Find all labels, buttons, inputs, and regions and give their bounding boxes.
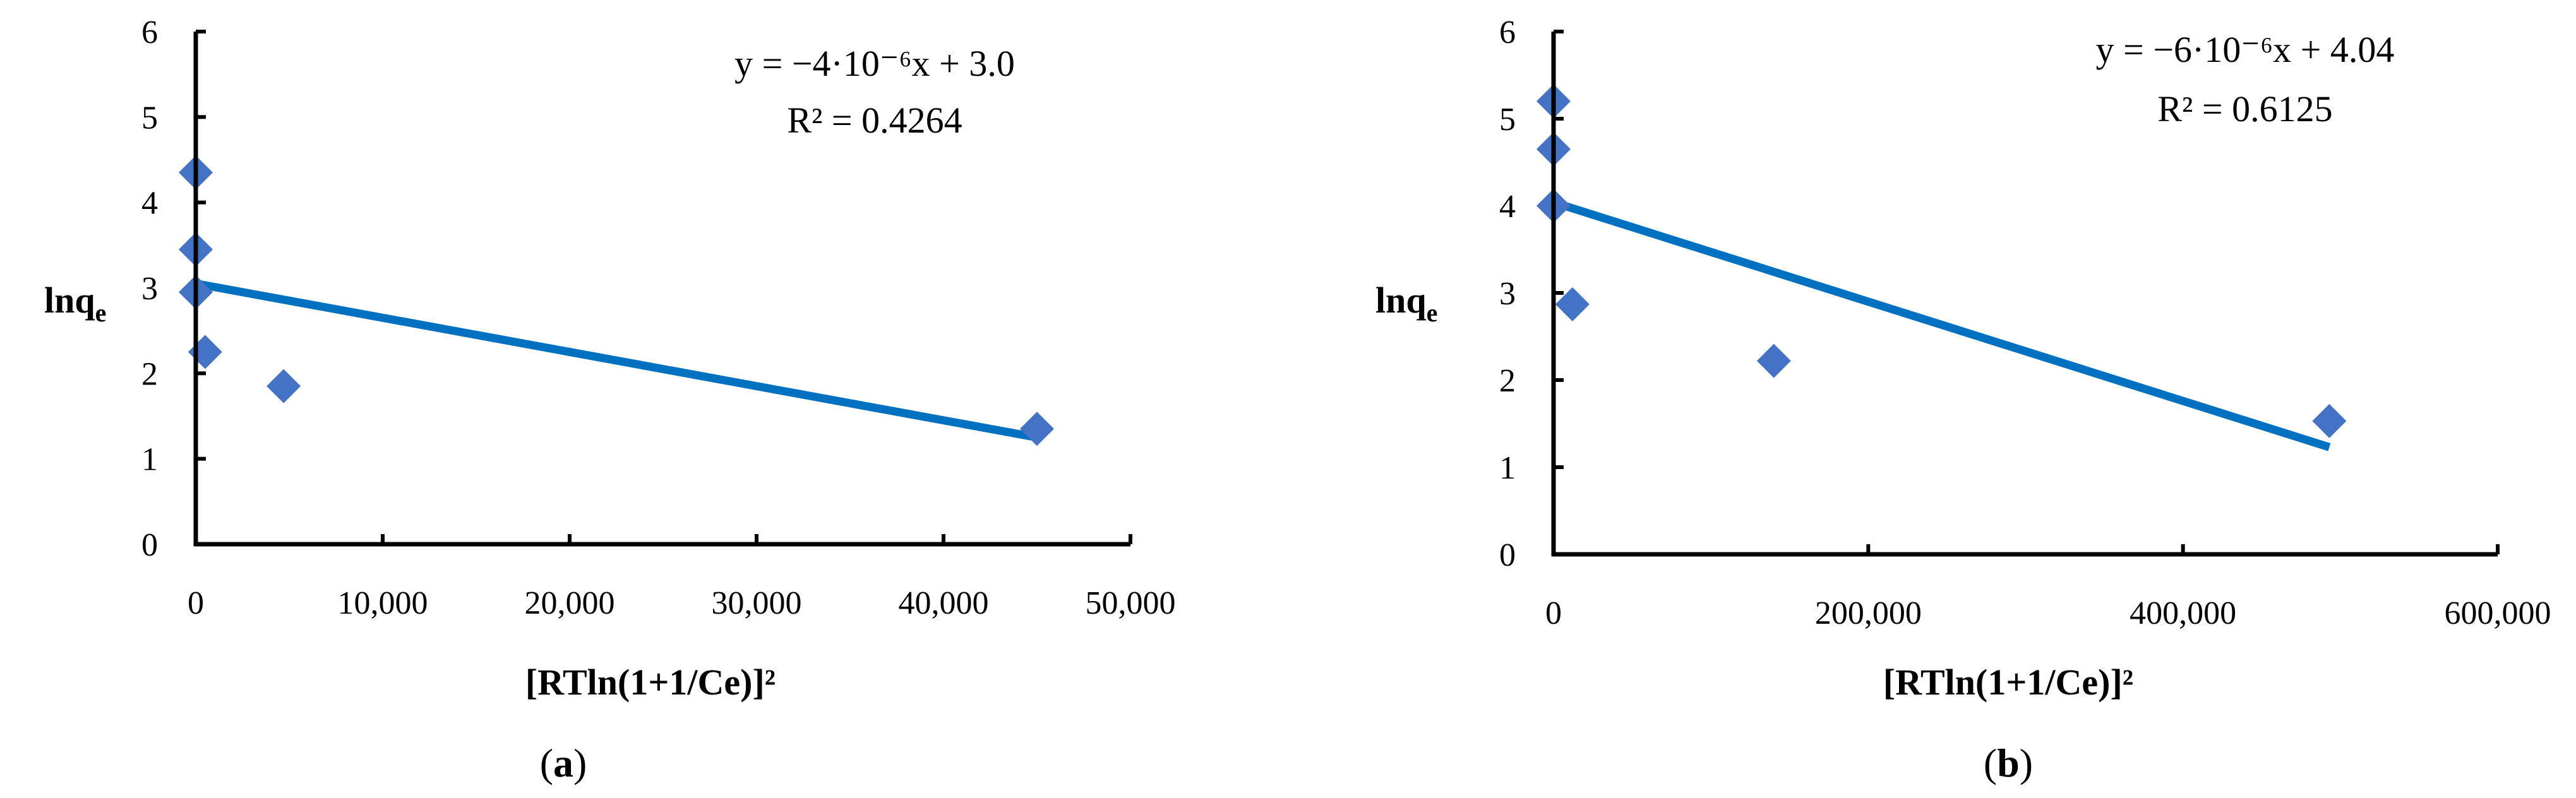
chart-a-data-point [188,335,222,369]
chart-a-y-tick-label: 1 [141,442,158,478]
chart-a-y-label-main: lnq [44,280,95,321]
chart-b-y-label-sub: e [1427,299,1438,327]
chart-a-y-tick-label: 4 [141,186,158,222]
chart-a-x-tick-label: 50,000 [1086,585,1176,621]
chart-b-points [1537,84,2347,438]
chart-a-y-tick-label: 2 [141,356,158,392]
chart-b-x-label: [RTln(1+1/Ce)]² [1883,662,2133,703]
chart-b-y-label-main: lnq [1375,280,1427,321]
chart-a-r-squared: R² = 0.4264 [787,100,962,141]
chart-a-x-tick-label: 20,000 [525,585,615,621]
chart-a-x-tick-label: 0 [188,585,204,621]
chart-b-data-point [1555,287,1590,321]
chart-a-y-label: lnqe [44,280,106,327]
chart-b-trendline [1552,198,2331,451]
chart-a-y-tick-label: 5 [141,100,158,136]
chart-b-x-tick-label: 200,000 [1815,595,1922,631]
chart-a-panel-label: (a) [540,741,587,785]
chart-b-data-point [2312,403,2347,438]
chart-b-gridticks: 0 1 2 3 4 5 6 0 200,000 400,000 600,000 [1499,15,2551,631]
chart-b-y-tick-label: 2 [1499,363,1516,399]
chart-a-equation: y = −4·10⁻⁶x + 3.0 [734,43,1015,84]
chart-b-y-tick-label: 0 [1499,537,1516,573]
chart-b-y-tick-label: 5 [1499,102,1516,138]
chart-b-x-tick-label: 0 [1545,595,1562,631]
chart-a-x-tick-label: 30,000 [712,585,802,621]
chart-b-trendline-group [1552,198,2331,451]
chart-b-y-label: lnqe [1375,280,1437,327]
chart-a-y-tick-label: 3 [141,271,158,307]
chart-b: 0 1 2 3 4 5 6 0 200,000 400,000 600,000 y = −6·10⁻… [1375,15,2551,785]
chart-a-y-label-sub: e [95,299,107,327]
chart-b-x-tick-label: 600,000 [2445,595,2551,631]
chart-b-r-squared: R² = 0.6125 [2157,88,2332,129]
chart-b-y-tick-label: 4 [1499,189,1516,225]
chart-a-x-tick-label: 10,000 [338,585,428,621]
chart-a-x-tick-label: 40,000 [899,585,989,621]
chart-a-y-tick-label: 0 [141,527,158,563]
chart-b-panel-label: (b) [1984,741,2033,785]
chart-a-data-point [1020,412,1054,446]
chart-a-data-point [267,369,301,403]
chart-a-y-tick-label: 6 [141,15,158,51]
chart-b-equation: y = −6·10⁻⁶x + 4.04 [2096,29,2395,70]
chart-a-gridticks: 0 1 2 3 4 5 6 0 10,000 20,000 30,000 40,000 50,000 [141,15,1176,621]
chart-a-trendline [195,279,1038,442]
chart-a-trendline-group [195,279,1038,442]
chart-b-data-point [1756,343,1791,378]
chart-b-x-tick-label: 400,000 [2130,595,2236,631]
chart-b-y-tick-label: 6 [1499,15,1516,51]
chart-a-x-label: [RTln(1+1/Ce)]² [525,662,776,703]
chart-b-y-tick-label: 3 [1499,276,1516,312]
chart-b-y-tick-label: 1 [1499,450,1516,486]
chart-a: 0 1 2 3 4 5 6 0 10,000 20,000 30,000 40,000 50,000 y… [44,15,1176,785]
